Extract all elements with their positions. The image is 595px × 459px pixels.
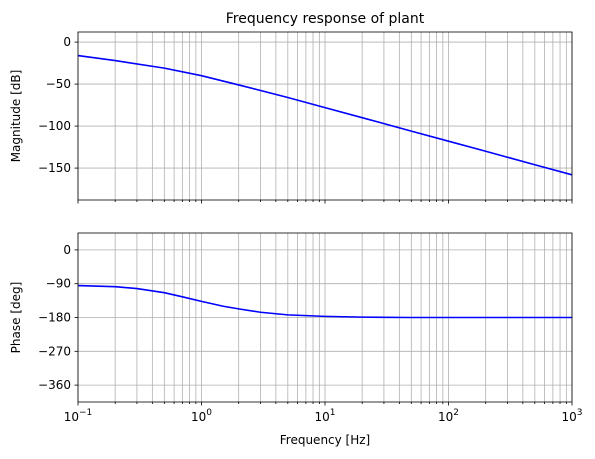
phase-xlabel: Frequency [Hz]: [280, 433, 371, 447]
phase-ylabel: Phase [deg]: [9, 282, 23, 354]
magnitude-ylabel: Magnitude [dB]: [9, 70, 23, 163]
magnitude-y-tick-label: 0: [63, 35, 71, 49]
phase-y-tick-label: −360: [38, 378, 71, 392]
phase-plot: 0 −90 −180 −270 −360 Phase [deg] 10−1 100 101 102…: [9, 232, 583, 447]
phase-x-tick-label: 100: [191, 408, 212, 424]
magnitude-axes-frame: [77, 31, 573, 201]
phase-y-tick-label: −90: [46, 277, 71, 291]
magnitude-plot: 0 −50 −100 −150 Magnitude [dB] Frequency resp…: [9, 11, 573, 204]
phase-x-tick-label: 10−1: [64, 408, 93, 424]
phase-y-tick-label: −180: [38, 311, 71, 325]
chart-title: Frequency response of plant: [226, 11, 425, 27]
magnitude-y-tick-label: −150: [38, 161, 71, 175]
phase-axes-frame: [77, 232, 573, 403]
phase-y-tick-label: 0: [63, 243, 71, 257]
phase-curve: [77, 284, 572, 319]
magnitude-y-tick-label: −100: [38, 119, 71, 133]
phase-x-tick-label: 101: [314, 408, 335, 424]
phase-x-tick-label: 103: [561, 408, 582, 424]
magnitude-curve: [77, 54, 573, 176]
phase-y-tick-label: −270: [38, 344, 71, 358]
magnitude-y-tick-label: −50: [46, 77, 71, 91]
phase-x-tick-label: 102: [438, 408, 459, 424]
